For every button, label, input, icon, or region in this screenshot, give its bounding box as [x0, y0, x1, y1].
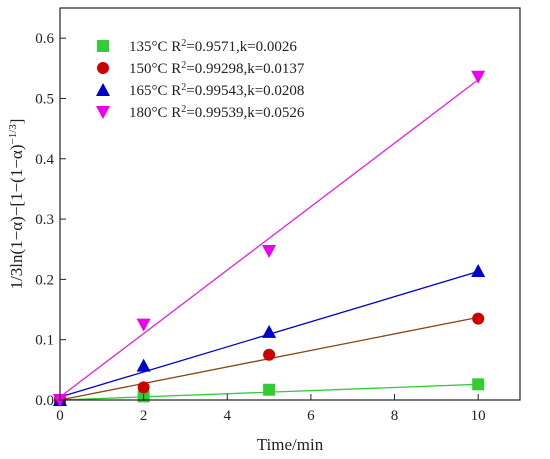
y-tick-label: 0.4: [35, 152, 54, 168]
y-axis-label-close: ]: [7, 119, 26, 125]
y-axis-label: 1/3ln(1−α)−[1−(1−α)−1/3]: [7, 119, 26, 290]
data-point-3-3: [471, 70, 486, 84]
y-tick-label: 0.1: [35, 333, 54, 349]
y-axis-label-base: 1/3ln(1−α)−[1−(1−α): [7, 145, 26, 290]
x-tick-label: 10: [471, 408, 486, 424]
legend-label-2: 165°C R2=0.99543,k=0.0208: [129, 82, 304, 100]
y-tick-label: 0.6: [35, 31, 54, 47]
data-point-3-2: [262, 245, 277, 259]
legend-marker-0: [97, 40, 109, 52]
axes: 0 2 4 6 8 10 0.0 0.1 0.2 0.3 0.4 0.5 0.6: [35, 31, 485, 424]
legend-marker-1: [97, 62, 109, 74]
legend-label-temp: 150°C R: [129, 61, 181, 77]
x-tick-label: 6: [307, 408, 315, 424]
y-tick-label: 0.2: [35, 272, 54, 288]
legend-label-sup: 2: [181, 60, 186, 71]
y-tick-label: 0.0: [35, 393, 54, 409]
x-axis-label: Time/min: [257, 435, 324, 454]
data-point-2-1: [136, 358, 151, 372]
legend-label-rest: =0.9571,k=0.0026: [186, 39, 297, 55]
x-tick-label: 8: [391, 408, 399, 424]
x-tick-label: 4: [224, 408, 232, 424]
legend-label-rest: =0.99298,k=0.0137: [186, 61, 305, 77]
legend-label-temp: 165°C R: [129, 83, 181, 99]
data-point-0-3: [472, 378, 485, 391]
legend-label-sup: 2: [181, 104, 186, 115]
fit-line-3: [59, 79, 479, 398]
data-point-1-2: [263, 348, 276, 361]
legend-label-rest: =0.99539,k=0.0526: [186, 105, 305, 121]
legend-label-0: 135°C R2=0.9571,k=0.0026: [129, 38, 297, 56]
legend-marker-2: [96, 83, 110, 96]
legend-label-1: 150°C R2=0.99298,k=0.0137: [129, 60, 305, 78]
legend-label-sup: 2: [181, 38, 186, 49]
legend-label-temp: 180°C R: [129, 105, 181, 121]
data-point-2-2: [262, 324, 277, 338]
data-point-3-1: [136, 318, 151, 332]
legend-label-rest: =0.99543,k=0.0208: [186, 83, 304, 99]
legend-label-temp: 135°C R: [129, 39, 181, 55]
legend-marker-3: [96, 106, 110, 119]
y-tick-label: 0.5: [35, 91, 54, 107]
data-point-1-1: [137, 381, 150, 394]
legend-label-3: 180°C R2=0.99539,k=0.0526: [129, 104, 305, 122]
x-tick-label: 2: [140, 408, 148, 424]
data-point-1-3: [472, 312, 485, 325]
y-tick-label: 0.3: [35, 212, 54, 228]
data-point-2-3: [471, 263, 486, 277]
legend-label-sup: 2: [181, 82, 186, 93]
x-tick-label: 0: [56, 408, 64, 424]
plot-frame: [59, 7, 521, 401]
y-axis-label-exponent: −1/3: [7, 124, 19, 145]
data-point-0-2: [263, 383, 276, 396]
